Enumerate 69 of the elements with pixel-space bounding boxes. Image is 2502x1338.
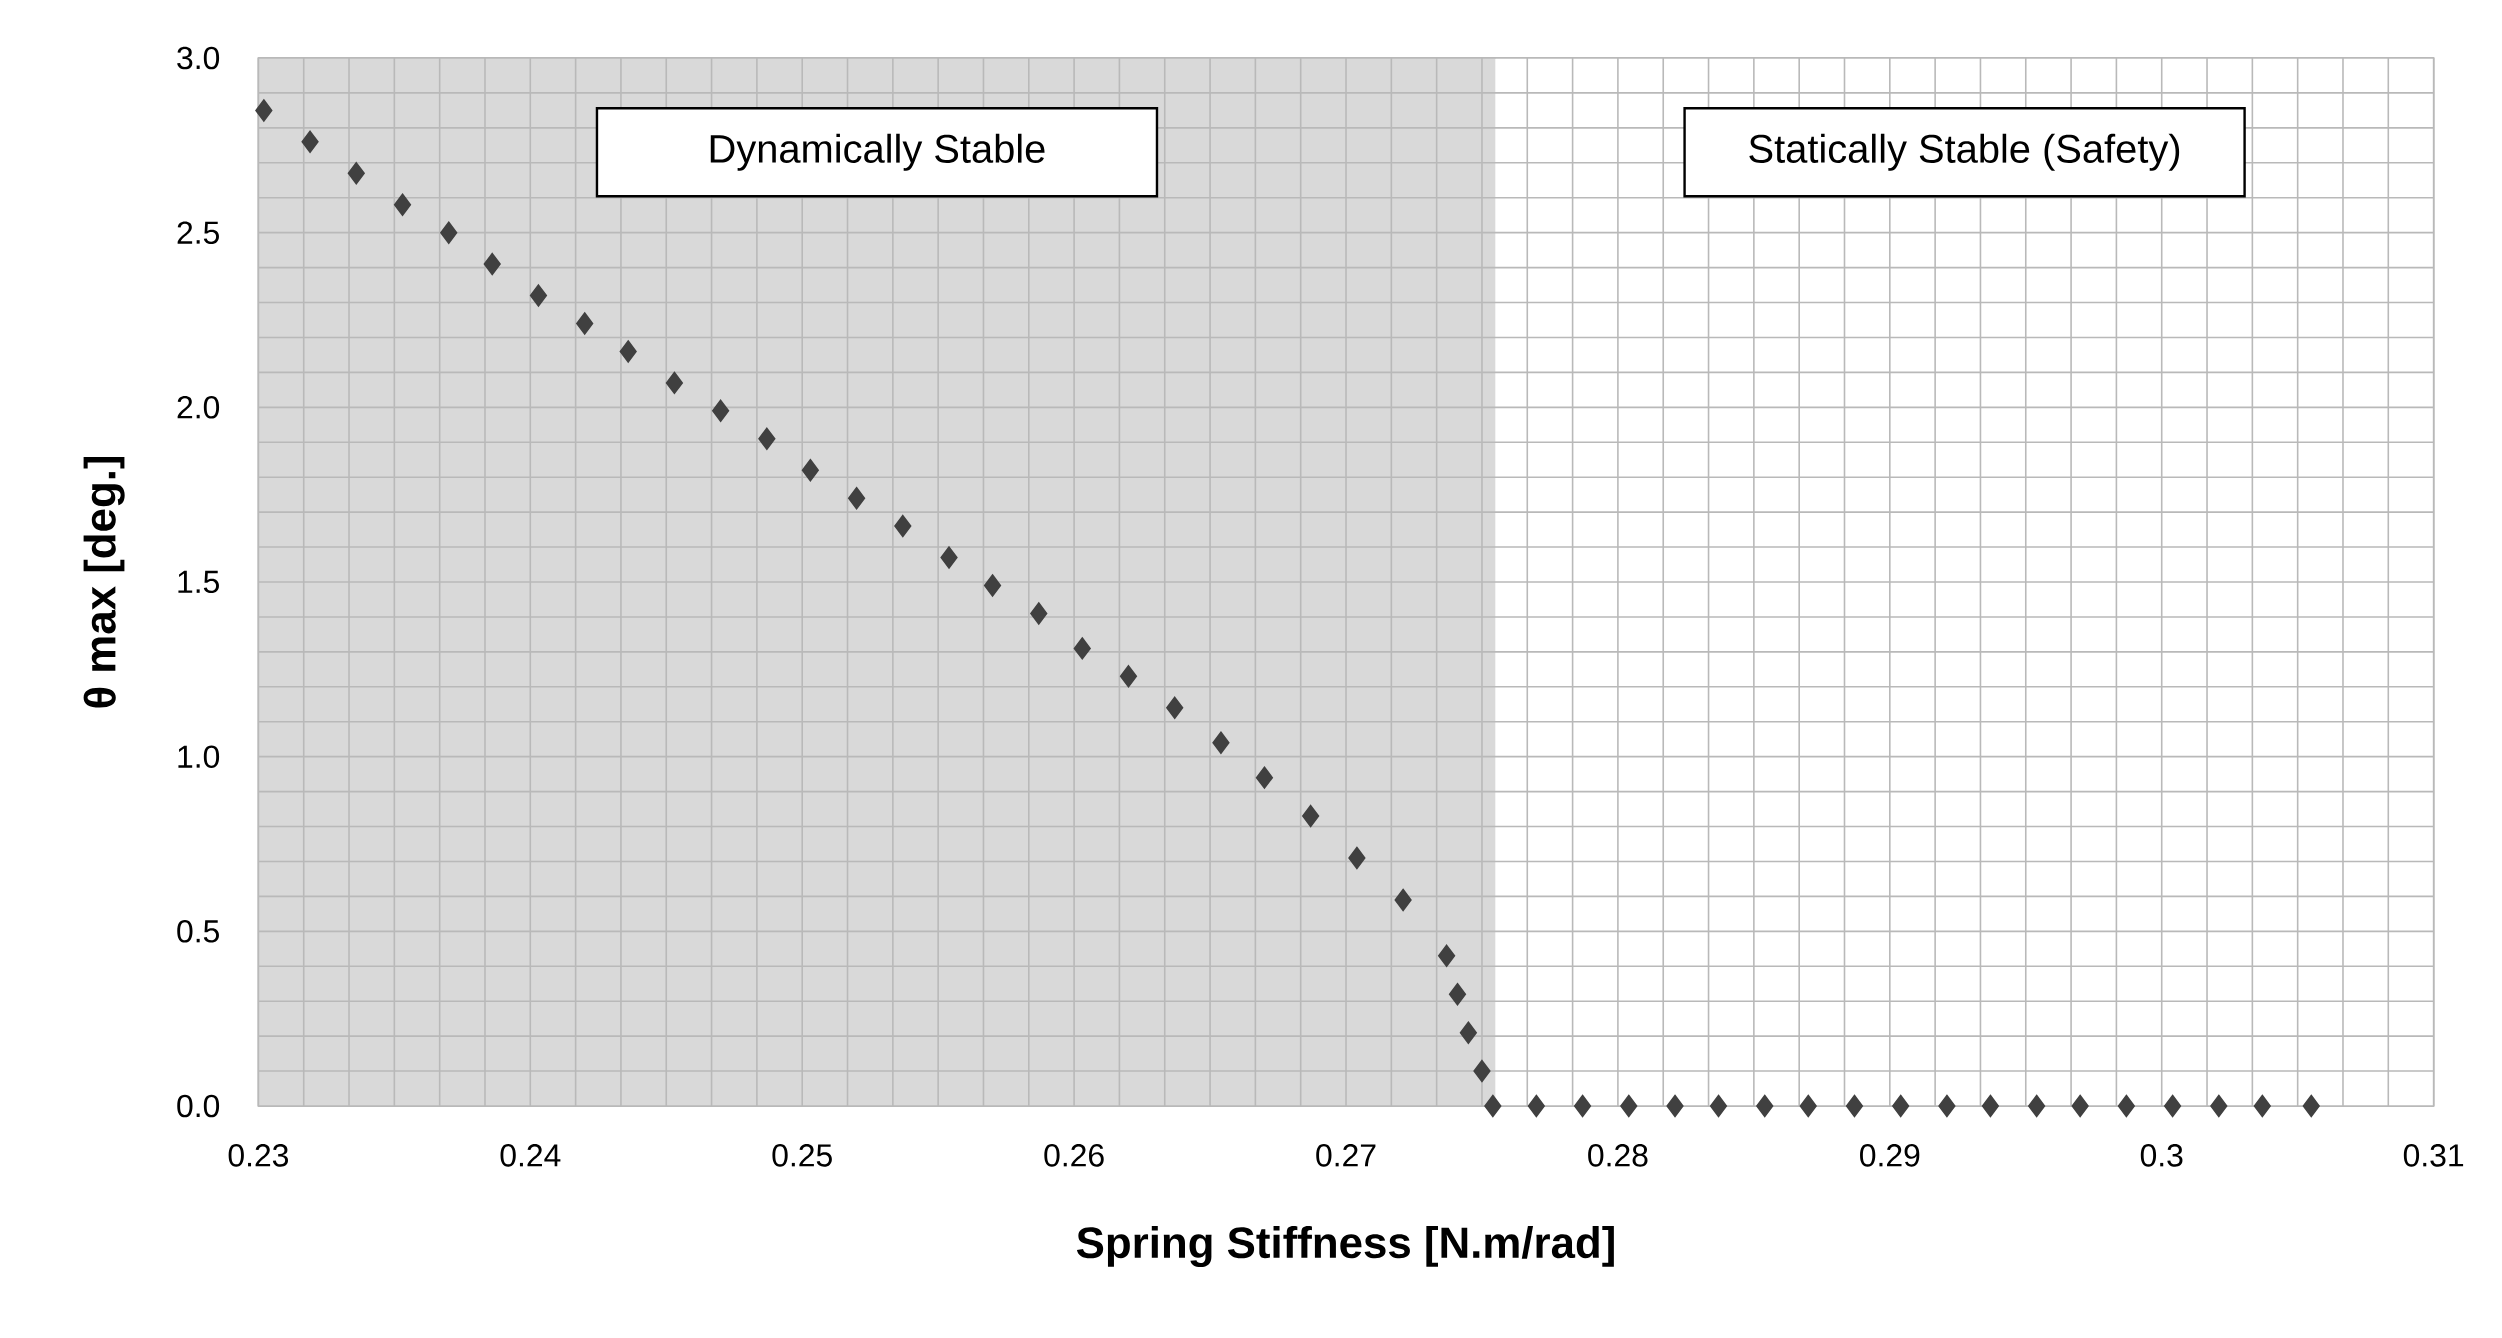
point [1573,1094,1592,1118]
point [1394,888,1412,912]
point [1938,1094,1956,1118]
x-tick-label: 0.26 [1044,1144,1104,1167]
point [801,459,819,482]
point [1473,1059,1491,1083]
point [712,399,730,423]
point [393,193,412,216]
y-tick-label: 1.5 [178,570,219,594]
y-tick-label: 0.0 [177,1094,220,1118]
point [1030,602,1048,625]
point [940,546,958,569]
point [1073,637,1091,660]
y-tick-label: 1.0 [178,745,220,768]
point [2028,1094,2046,1118]
y-tick-label: 2.5 [177,221,219,244]
point [1255,766,1274,789]
point [1302,804,1320,828]
point [440,221,458,244]
point [301,130,319,154]
point [1709,1094,1728,1118]
point [576,312,594,335]
point [1459,1021,1477,1044]
point [1527,1094,1545,1118]
x-tick-label: 0.25 [772,1144,832,1167]
y-tick-label: 0.5 [177,920,219,943]
x-tick-label: 0.24 [500,1144,561,1167]
point [894,514,912,538]
point [1756,1094,1774,1118]
point [347,162,365,185]
point [1799,1094,1817,1118]
point [847,486,866,510]
point [1348,846,1366,870]
point [1484,1094,1502,1118]
band-label: Statically Stable (Safety) [1749,133,2180,171]
x-tick-label: 0.28 [1588,1144,1648,1167]
y-axis-title: θ max [deg.] [83,456,125,708]
point [1981,1094,2000,1118]
point [1119,665,1138,688]
x-tick-label: 0.27 [1316,1144,1376,1167]
point [2253,1094,2271,1118]
point [619,340,637,363]
x-tick-label: 0.29 [1860,1144,1920,1167]
point [1892,1094,1910,1118]
point [1438,944,1456,967]
point [2302,1094,2320,1118]
point [483,252,501,276]
point [1845,1094,1864,1118]
x-axis-title: Spring Stiffness [N.m/rad] [1076,1226,1614,1268]
point [2164,1094,2182,1118]
point [758,427,776,450]
point [1620,1094,1638,1118]
point [2117,1094,2135,1118]
band-label: Dynamically Stable [710,133,1045,171]
point [1448,983,1467,1006]
point [665,371,684,395]
y-tick-label: 3.0 [177,46,220,70]
x-tick-label: 0.3 [2140,1144,2183,1167]
point [1666,1094,1684,1118]
y-tick-label: 2.0 [177,396,220,419]
x-tick-label: 0.23 [228,1144,288,1167]
point [2071,1094,2089,1118]
point [2210,1094,2228,1118]
point [529,284,548,307]
point [255,99,273,122]
point [983,574,1002,597]
x-tick-label: 0.31 [2403,1144,2464,1167]
point [1212,731,1230,754]
point [1166,696,1184,719]
